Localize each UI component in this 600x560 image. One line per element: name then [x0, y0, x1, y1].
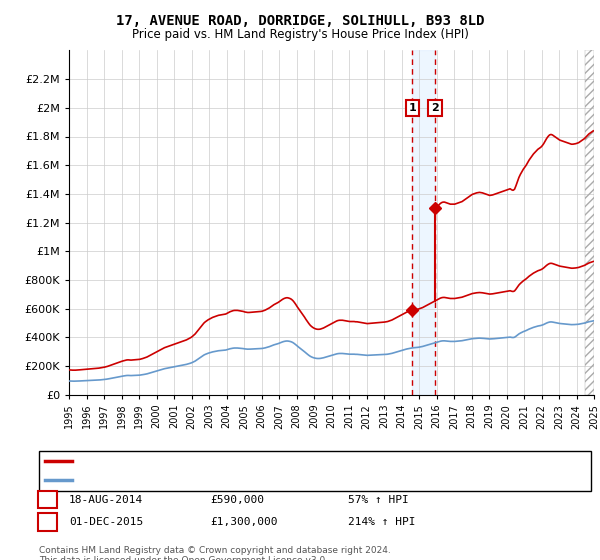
- Text: Contains HM Land Registry data © Crown copyright and database right 2024.
This d: Contains HM Land Registry data © Crown c…: [39, 546, 391, 560]
- Text: £1,300,000: £1,300,000: [210, 517, 277, 527]
- Text: 2: 2: [44, 517, 51, 527]
- Text: 1: 1: [44, 494, 51, 505]
- Text: 2: 2: [431, 103, 439, 113]
- Bar: [585, 50, 594, 395]
- Text: 214% ↑ HPI: 214% ↑ HPI: [348, 517, 415, 527]
- Text: £590,000: £590,000: [210, 494, 264, 505]
- Bar: [412, 50, 435, 395]
- Text: 01-DEC-2015: 01-DEC-2015: [69, 517, 143, 527]
- Text: 17, AVENUE ROAD, DORRIDGE, SOLIHULL, B93 8LD: 17, AVENUE ROAD, DORRIDGE, SOLIHULL, B93…: [116, 14, 484, 28]
- Text: HPI: Average price, detached house, Solihull: HPI: Average price, detached house, Soli…: [78, 475, 320, 486]
- Text: 17, AVENUE ROAD, DORRIDGE, SOLIHULL, B93 8LD (detached house): 17, AVENUE ROAD, DORRIDGE, SOLIHULL, B93…: [78, 456, 458, 466]
- Text: Price paid vs. HM Land Registry's House Price Index (HPI): Price paid vs. HM Land Registry's House …: [131, 28, 469, 41]
- Text: 1: 1: [409, 103, 416, 113]
- Text: 18-AUG-2014: 18-AUG-2014: [69, 494, 143, 505]
- Text: 57% ↑ HPI: 57% ↑ HPI: [348, 494, 409, 505]
